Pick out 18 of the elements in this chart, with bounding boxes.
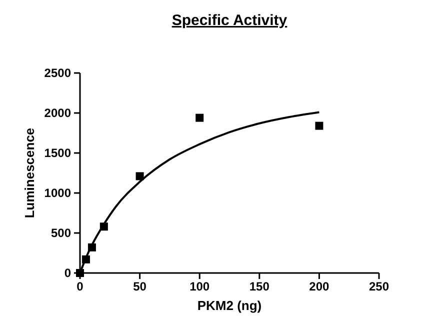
x-tick-label: 50 — [133, 280, 147, 294]
y-tick-label: 2500 — [44, 66, 72, 80]
y-tick-label: 1000 — [44, 186, 72, 200]
y-tick-label: 500 — [50, 226, 72, 240]
y-tick-label: 0 — [64, 266, 72, 280]
x-tick-label: 150 — [249, 280, 270, 294]
point — [315, 122, 324, 130]
x-tick-label: 100 — [190, 280, 210, 294]
point — [136, 172, 144, 180]
y-tick-label: 1500 — [44, 146, 72, 160]
x-axis-title: PKM2 (ng) — [197, 298, 262, 313]
chart-title: Specific Activity — [172, 12, 288, 29]
y-axis-title: Luminescence — [22, 128, 37, 218]
x-tick-label: 0 — [76, 280, 84, 294]
x-tick-label: 200 — [309, 280, 330, 294]
point — [196, 114, 204, 122]
y-tick-label: 2000 — [44, 106, 72, 120]
x-tick-label: 250 — [368, 280, 390, 294]
